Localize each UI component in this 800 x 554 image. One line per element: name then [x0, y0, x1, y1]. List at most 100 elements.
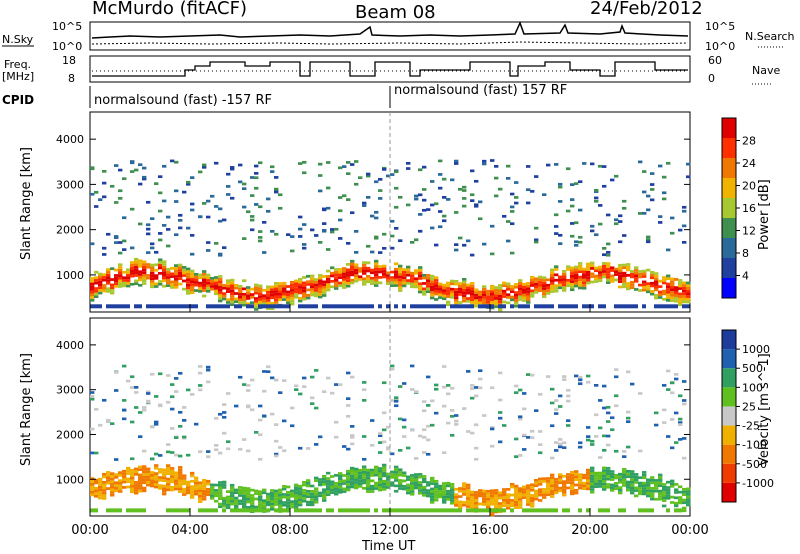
- echo-cell: [286, 298, 291, 302]
- echo-cell: [186, 270, 191, 274]
- echo-cell: [378, 270, 383, 274]
- echo-cell: [302, 385, 307, 388]
- echo-cell: [450, 496, 455, 500]
- echo-cell: [310, 274, 315, 278]
- echo-cell: [570, 481, 575, 485]
- echo-cell: [150, 271, 155, 275]
- echo-cell: [458, 293, 463, 296]
- echo-cell: [410, 484, 415, 488]
- echo-cell: [318, 273, 323, 277]
- echo-cell: [398, 385, 403, 388]
- echo-cell: [278, 488, 283, 492]
- echo-cell: [182, 268, 187, 272]
- echo-cell: [98, 275, 103, 279]
- echo-cell: [422, 304, 426, 309]
- echo-cell: [630, 382, 635, 386]
- echo-cell: [626, 284, 631, 288]
- echo-cell: [298, 487, 303, 491]
- echo-cell: [258, 508, 262, 513]
- echo-cell: [674, 411, 679, 415]
- echo-cell: [682, 493, 687, 497]
- echo-cell: [190, 277, 195, 281]
- echo-cell: [422, 485, 427, 489]
- echo-cell: [258, 495, 263, 499]
- echo-cell: [182, 477, 187, 480]
- echo-cell: [422, 493, 427, 497]
- echo-cell: [230, 497, 235, 501]
- echo-cell: [650, 478, 655, 482]
- echo-cell: [546, 490, 551, 494]
- echo-cell: [482, 503, 487, 506]
- echo-cell: [158, 238, 163, 242]
- echo-cell: [318, 276, 323, 280]
- echo-cell: [154, 485, 159, 489]
- echo-cell: [530, 486, 535, 489]
- echo-cell: [378, 276, 383, 279]
- echo-cell: [166, 488, 171, 492]
- echo-cell: [102, 480, 107, 484]
- echo-cell: [338, 268, 343, 271]
- cpid-bar: CPID normalsound (fast) -157 RF normalso…: [2, 83, 567, 108]
- y-tick-label: 3000: [56, 384, 84, 397]
- echo-cell: [482, 290, 487, 294]
- echo-cell: [354, 277, 359, 280]
- echo-cell: [578, 481, 583, 485]
- echo-cell: [574, 281, 579, 285]
- echo-cell: [342, 283, 347, 287]
- echo-cell: [442, 487, 447, 491]
- echo-cell: [162, 279, 167, 283]
- echo-cell: [526, 290, 531, 293]
- colorbar-tick-label: 25: [742, 400, 756, 413]
- echo-cell: [374, 210, 379, 214]
- echo-cell: [218, 483, 223, 487]
- echo-cell: [674, 491, 679, 494]
- echo-cell: [362, 468, 367, 471]
- echo-cell: [498, 187, 503, 191]
- echo-cell: [366, 269, 371, 273]
- echo-cell: [358, 278, 363, 281]
- echo-cell: [410, 304, 414, 309]
- echo-cell: [186, 180, 191, 184]
- echo-cell: [442, 286, 447, 290]
- echo-cell: [138, 262, 143, 265]
- echo-cell: [302, 494, 307, 498]
- echo-cell: [494, 294, 499, 298]
- echo-cell: [334, 268, 339, 271]
- echo-cell: [338, 270, 343, 274]
- echo-cell: [242, 298, 247, 302]
- echo-cell: [194, 481, 199, 485]
- echo-cell: [134, 472, 139, 476]
- echo-cell: [386, 271, 391, 275]
- echo-cell: [258, 230, 263, 233]
- echo-cell: [526, 497, 531, 501]
- echo-cell: [274, 232, 279, 236]
- echo-cell: [602, 184, 607, 188]
- echo-cell: [598, 479, 603, 483]
- echo-cell: [606, 485, 611, 489]
- echo-cell: [262, 251, 267, 254]
- echo-cell: [378, 177, 383, 181]
- echo-cell: [186, 480, 191, 484]
- echo-cell: [430, 492, 435, 496]
- echo-cell: [526, 492, 531, 496]
- echo-cell: [426, 508, 430, 513]
- echo-cell: [218, 207, 223, 211]
- echo-cell: [542, 289, 547, 293]
- echo-cell: [298, 299, 303, 303]
- echo-cell: [346, 508, 350, 513]
- echo-cell: [406, 488, 411, 492]
- echo-cell: [678, 228, 683, 232]
- echo-cell: [270, 412, 275, 416]
- echo-cell: [334, 482, 339, 485]
- echo-cell: [270, 304, 274, 309]
- echo-cell: [166, 450, 171, 454]
- echo-cell: [570, 280, 575, 283]
- echo-cell: [194, 484, 199, 488]
- echo-cell: [522, 299, 527, 302]
- echo-cell: [642, 487, 647, 490]
- echo-cell: [362, 277, 367, 281]
- echo-cell: [234, 404, 239, 408]
- echo-cell: [214, 278, 219, 282]
- echo-cell: [234, 292, 239, 295]
- echo-cell: [338, 276, 343, 279]
